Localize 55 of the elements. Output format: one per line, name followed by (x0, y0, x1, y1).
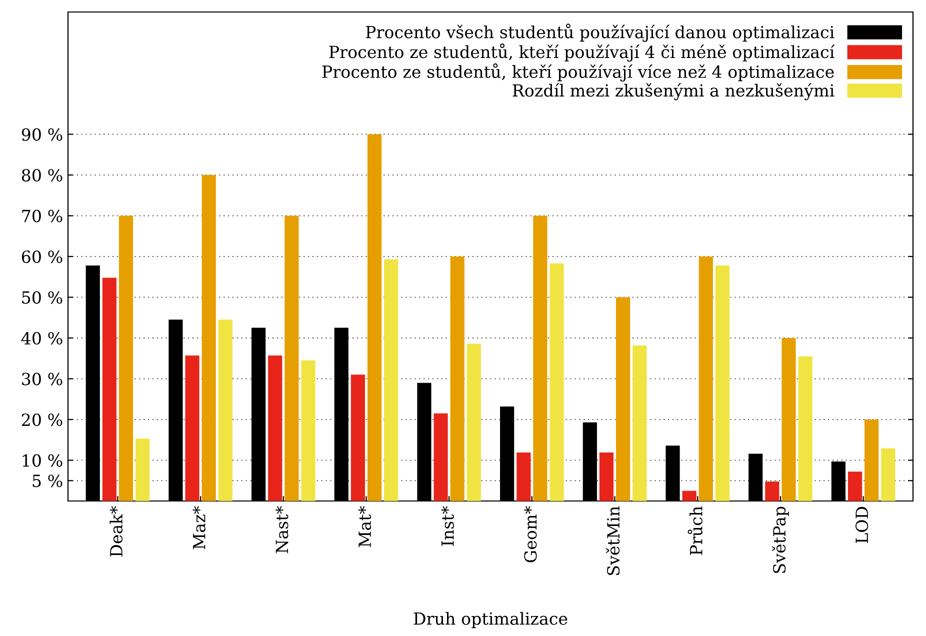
bar (301, 360, 316, 501)
y-tick-label: 40 % (21, 332, 62, 345)
bar (798, 356, 812, 501)
x-axis-title: Druh optimalizace (414, 612, 568, 628)
y-tick-label: 50 % (22, 291, 62, 304)
x-tick-label: Nast* (276, 506, 288, 554)
bar (284, 216, 299, 501)
y-tick-label: 10 % (22, 454, 62, 467)
bar (136, 438, 150, 501)
bar (550, 263, 564, 501)
x-tick-label: LOD (856, 506, 868, 544)
x-tick-label: Inst* (441, 506, 454, 546)
legend-label: Procento ze studentů, kteří používají více než 4 optimalizace (322, 63, 834, 82)
bar (765, 481, 780, 501)
bar (218, 320, 232, 501)
bar (599, 452, 614, 501)
x-tick-label: Mat* (358, 506, 372, 548)
x-tick-label: Deak* (110, 506, 123, 557)
legend-label: Rozdíl mezi zkušenými a nezkušenými (512, 83, 834, 100)
bar (682, 490, 696, 501)
bar (367, 134, 382, 501)
bar (616, 297, 630, 501)
y-tick-label: 20 % (22, 413, 62, 426)
legend-label: Procento všech studentů používající danou optimalizaci (366, 24, 834, 42)
y-tick-label: 80 % (22, 168, 62, 182)
y-tick-label: 60 % (22, 250, 62, 264)
bar (185, 356, 200, 501)
bar (533, 216, 548, 501)
bar (384, 259, 398, 501)
bar (715, 265, 730, 501)
bar (268, 356, 282, 501)
bar (782, 338, 796, 501)
bar (450, 256, 464, 501)
y-tick-label: 5 % (32, 474, 62, 488)
x-tick-label: Průch (688, 506, 702, 555)
bar (864, 420, 879, 501)
bar (516, 452, 531, 501)
bar (350, 374, 365, 501)
x-tick-label: Maz* (192, 506, 206, 550)
bar (434, 413, 448, 501)
x-tick-label: SvětMin (606, 506, 620, 575)
bar (698, 256, 713, 501)
y-tick-label: 30 % (22, 372, 62, 386)
x-tick-label: SvětPap (772, 506, 789, 573)
bar (466, 344, 481, 501)
bar (881, 448, 896, 501)
bar (102, 278, 116, 501)
bar (118, 216, 134, 501)
bar (202, 175, 216, 501)
bar (632, 345, 647, 501)
x-tick-label: Geom* (524, 506, 537, 562)
y-tick-label: 90 % (22, 128, 62, 141)
y-tick-label: 70 % (22, 210, 62, 222)
bar (848, 472, 862, 501)
legend-label: Procento ze studentů, kteří používají 4 či méně optimalizací (329, 44, 835, 62)
